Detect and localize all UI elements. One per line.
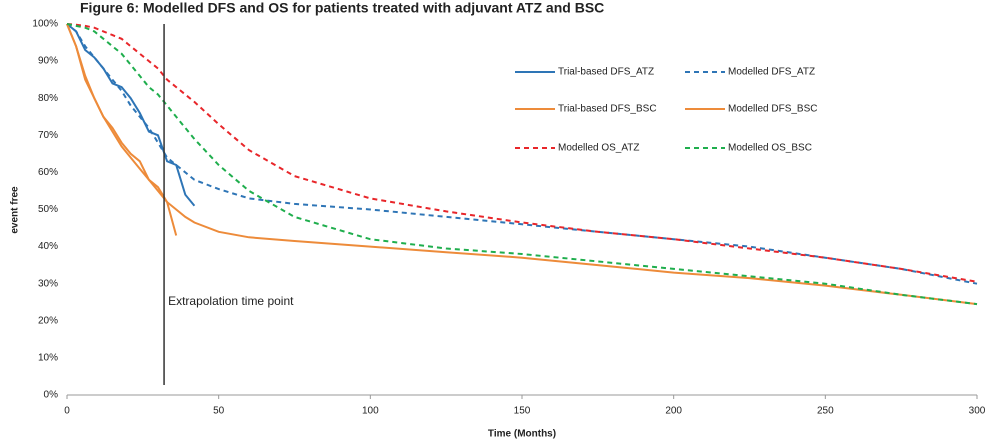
chart-title: Figure 6: Modelled DFS and OS for patien… (80, 0, 604, 16)
legend-label: Trial-based DFS_BSC (558, 104, 657, 115)
y-tick-label: 40% (38, 241, 58, 252)
x-tick-label: 300 (969, 406, 986, 417)
y-tick-label: 100% (32, 19, 58, 30)
legend-label: Trial-based DFS_ATZ (558, 67, 654, 78)
y-tick-label: 30% (38, 278, 58, 289)
annotation-text: Extrapolation time point (168, 294, 294, 308)
legend-label: Modelled OS_BSC (728, 143, 812, 154)
y-tick-label: 10% (38, 353, 58, 364)
x-tick-label: 0 (64, 406, 70, 417)
x-tick-label: 250 (817, 406, 834, 417)
y-tick-label: 50% (38, 204, 58, 215)
x-tick-label: 200 (665, 406, 682, 417)
y-tick-label: 80% (38, 93, 58, 104)
y-tick-label: 70% (38, 130, 58, 141)
y-tick-label: 60% (38, 167, 58, 178)
x-tick-label: 50 (213, 406, 225, 417)
x-tick-label: 150 (514, 406, 531, 417)
series-line (66, 23, 978, 306)
series-line (66, 23, 978, 285)
series-line (66, 23, 178, 236)
legend-label: Modelled DFS_BSC (728, 104, 817, 115)
x-axis-label: Time (Months) (488, 429, 556, 440)
y-tick-label: 0% (44, 390, 59, 401)
x-tick-label: 100 (362, 406, 379, 417)
series-line (66, 23, 978, 283)
series-line (66, 23, 196, 207)
y-tick-label: 20% (38, 315, 58, 326)
legend-label: Modelled DFS_ATZ (728, 67, 815, 78)
y-axis-label: event free (10, 186, 21, 234)
legend-label: Modelled OS_ATZ (558, 143, 640, 154)
series-line (66, 23, 978, 306)
y-tick-label: 90% (38, 56, 58, 67)
